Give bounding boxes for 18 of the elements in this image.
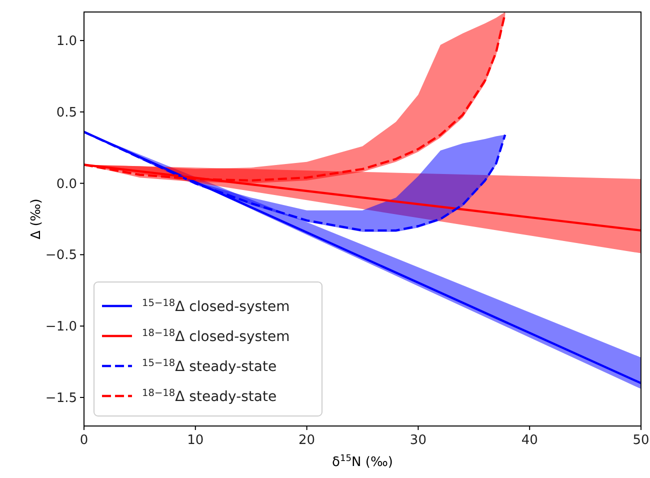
y-tick-label: −1.0 bbox=[45, 320, 77, 335]
y-tick-label: −0.5 bbox=[45, 248, 77, 264]
y-tick-label: 1.0 bbox=[56, 34, 77, 50]
x-tick-label: 50 bbox=[632, 433, 650, 448]
x-tick-label: 10 bbox=[187, 433, 204, 448]
y-axis-title: Δ (‰) bbox=[29, 198, 44, 240]
legend-label: $^{15−18}$Δ closed-system bbox=[142, 297, 290, 315]
legend-label: $^{15−18}$Δ steady-state bbox=[142, 357, 277, 375]
legend-label: $^{18−18}$Δ closed-system bbox=[142, 327, 290, 345]
x-axis-title: δ$^{15}$N (‰) bbox=[332, 454, 393, 470]
x-tick-label: 40 bbox=[521, 433, 538, 448]
y-tick-label: −1.5 bbox=[45, 391, 77, 406]
x-tick-label: 30 bbox=[410, 433, 426, 448]
y-tick-label: 0.5 bbox=[56, 105, 77, 120]
x-tick-label: 20 bbox=[298, 433, 316, 448]
legend-label: $^{18−18}$Δ steady-state bbox=[142, 387, 277, 405]
y-tick-label: 0.0 bbox=[56, 176, 77, 192]
x-tick-label: 0 bbox=[80, 433, 88, 448]
